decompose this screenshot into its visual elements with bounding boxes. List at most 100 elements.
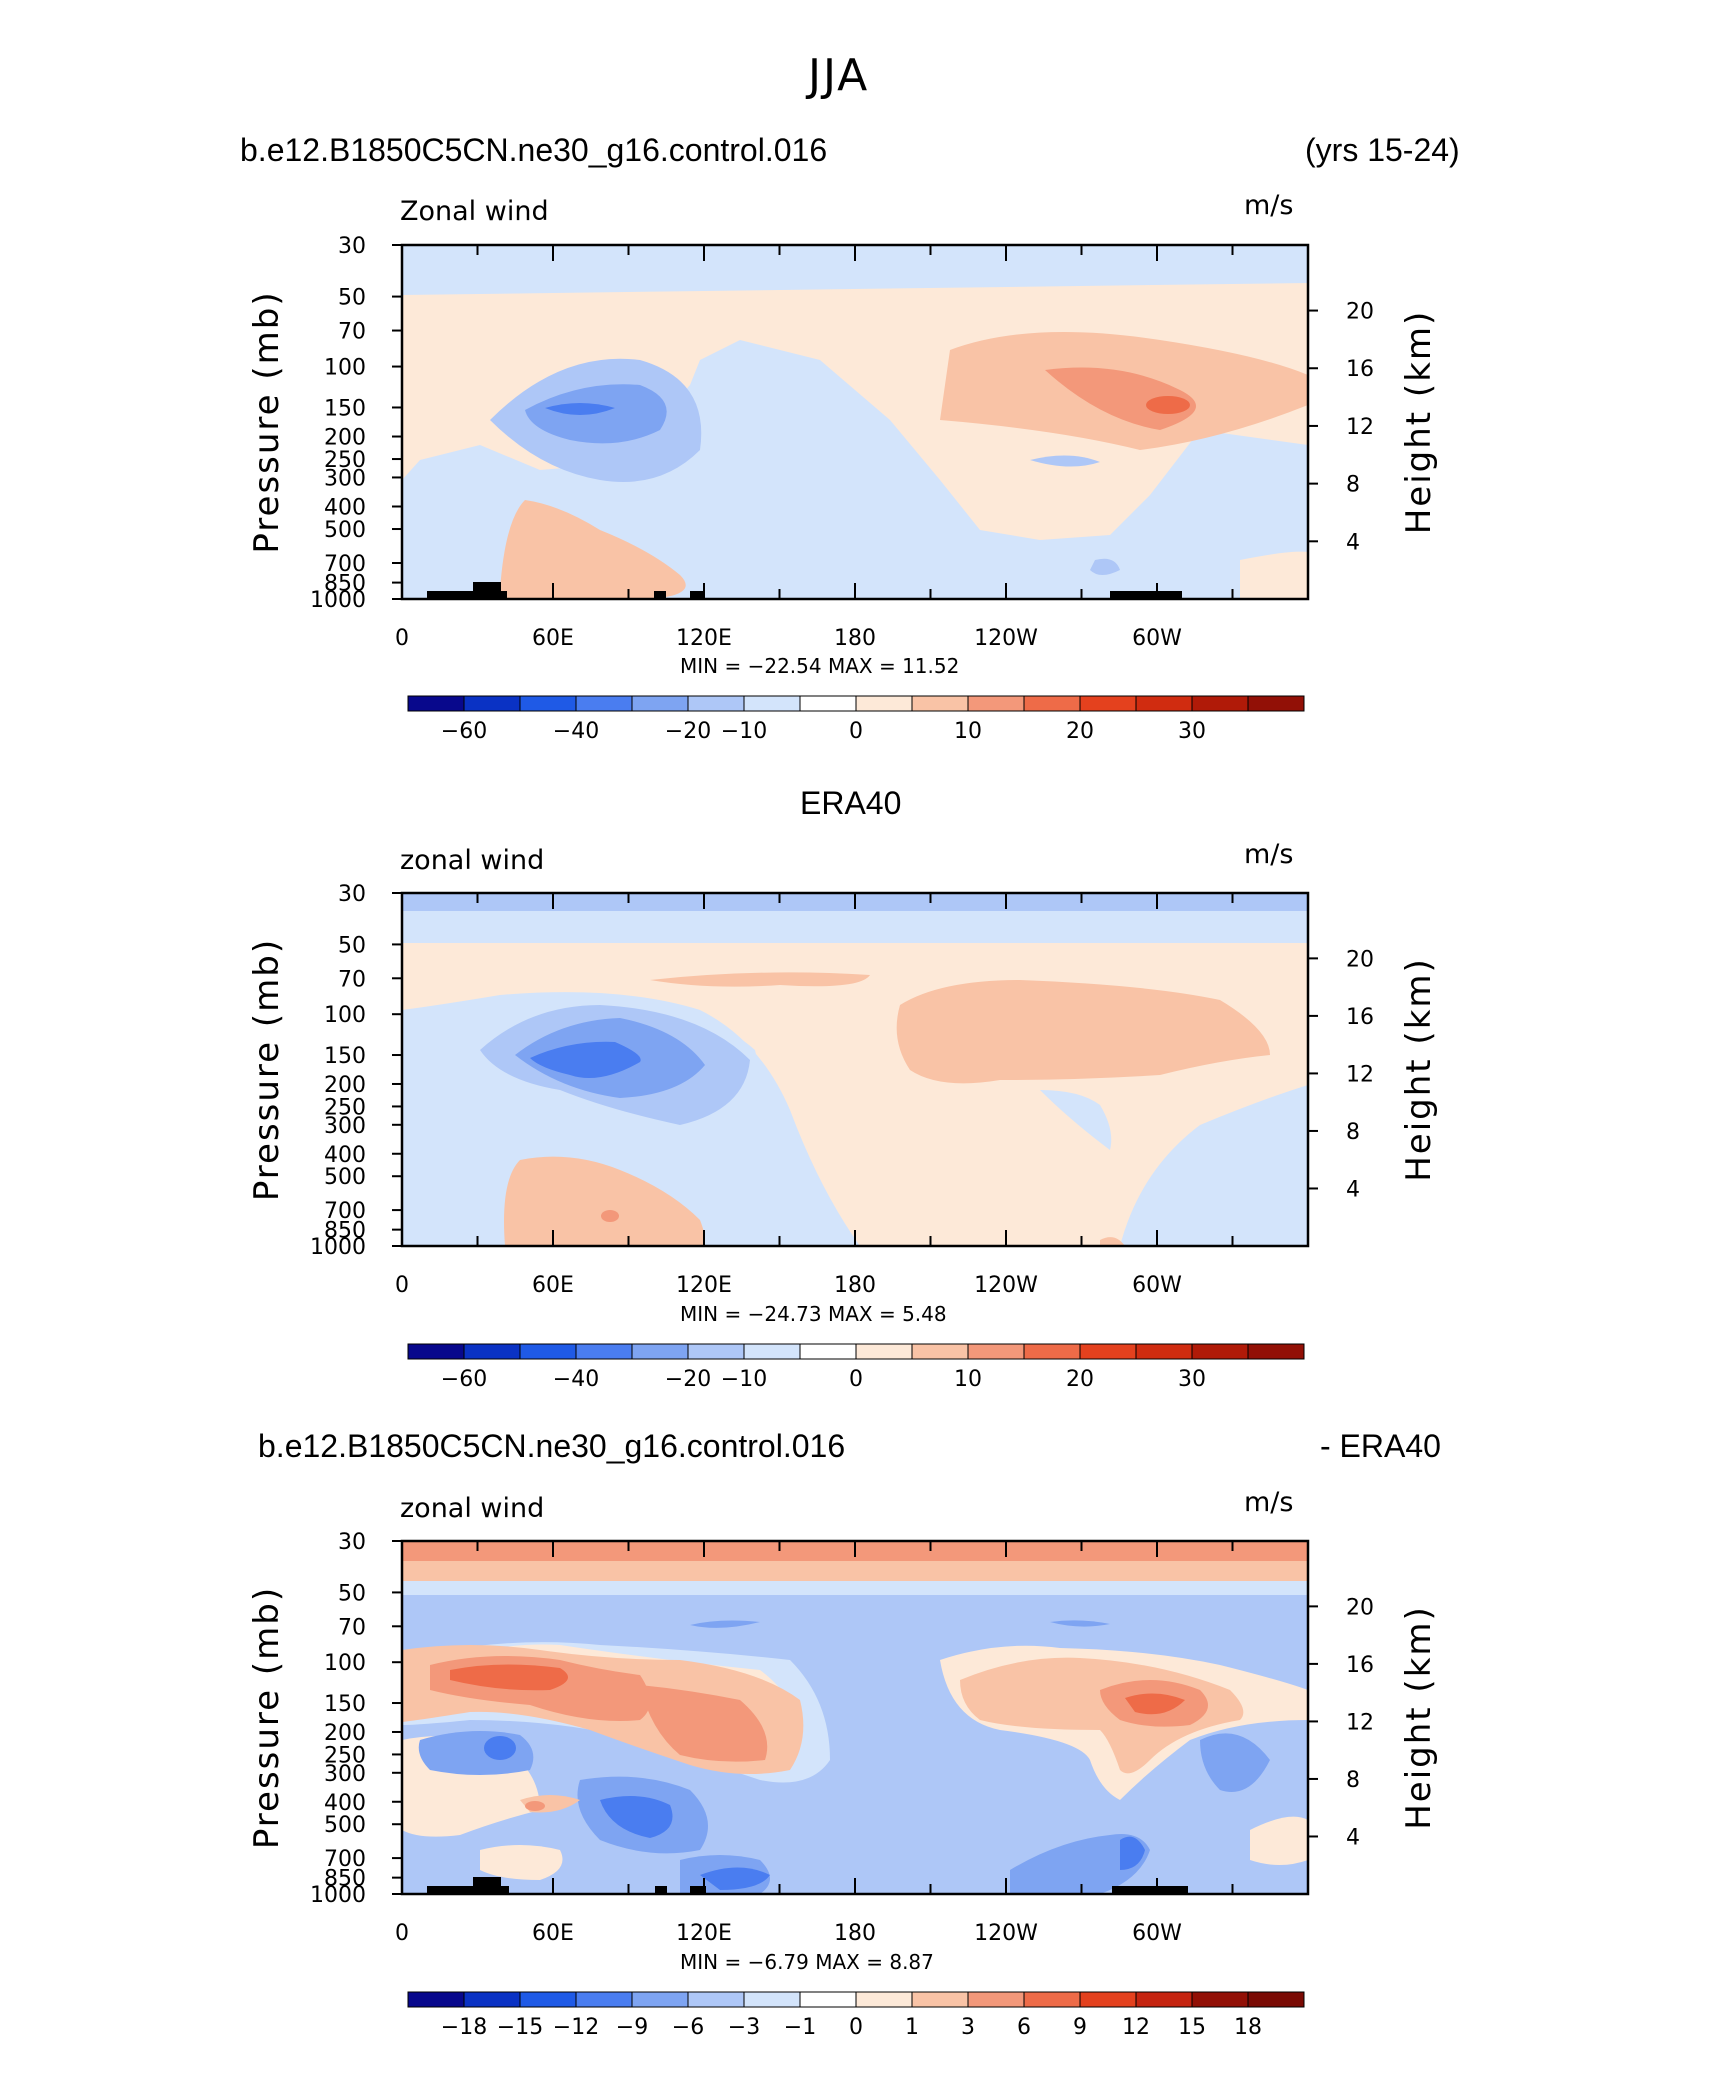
colorbar-label: 30 (1178, 719, 1206, 744)
lon-tick-label: 120W (974, 1921, 1038, 1946)
panel3-title-right: - ERA40 (1320, 1428, 1441, 1464)
colorbar-label: −60 (441, 1367, 487, 1392)
pressure-tick-label: 50 (338, 286, 366, 311)
panel1-land-mask (427, 582, 1182, 599)
colorbar-label: −40 (553, 719, 599, 744)
lon-tick-label: 60E (532, 626, 574, 651)
height-tick-label: 20 (1346, 947, 1374, 972)
pressure-tick-label: 100 (324, 1651, 366, 1676)
panel3-title-left: b.e12.B1850C5CN.ne30_g16.control.016 (258, 1428, 846, 1464)
colorbar-label: −12 (553, 2015, 599, 2040)
lon-tick-label: 60W (1132, 626, 1182, 651)
colorbar-label: −20 (665, 1367, 711, 1392)
y-axis-title-right: Height (km) (1399, 310, 1439, 535)
pressure-tick-label: 250 (324, 448, 366, 473)
pressure-tick-label: 30 (338, 882, 366, 907)
y-axis-title-right: Height (km) (1399, 1605, 1439, 1830)
height-tick-label: 4 (1346, 1825, 1360, 1850)
pressure-tick-label: 30 (338, 234, 366, 259)
colorbar-label: 1 (905, 2015, 919, 2040)
colorbar-cell (1247, 695, 1305, 712)
pressure-tick-label: 100 (324, 356, 366, 381)
pressure-tick-label: 250 (324, 1095, 366, 1120)
lon-tick-label: 60E (532, 1921, 574, 1946)
panel1-units-label: m/s (1244, 190, 1294, 221)
colorbar-label: 6 (1017, 2015, 1031, 2040)
colorbar-label: −10 (721, 1367, 767, 1392)
panel1-title-right: (yrs 15-24) (1305, 132, 1460, 168)
height-tick-label: 4 (1346, 530, 1360, 555)
colorbar-label: 20 (1066, 1367, 1094, 1392)
colorbar-label: −15 (497, 2015, 543, 2040)
colorbar-label: 15 (1178, 2015, 1206, 2040)
pressure-tick-label: 200 (324, 426, 366, 451)
pressure-tick-label: 300 (324, 466, 366, 491)
height-tick-label: 4 (1346, 1177, 1360, 1202)
colorbar-cell (1247, 1991, 1305, 2008)
pressure-tick-label: 70 (338, 1615, 366, 1640)
colorbar-label: 10 (954, 719, 982, 744)
pressure-tick-label: 200 (324, 1073, 366, 1098)
lon-tick-label: 180 (834, 626, 876, 651)
pressure-tick-label: 700 (324, 1847, 366, 1872)
colorbar-label: 12 (1122, 2015, 1150, 2040)
height-tick-label: 12 (1346, 1062, 1374, 1087)
panel3-minmax: MIN = −6.79 MAX = 8.87 (680, 1950, 934, 1974)
pressure-tick-label: 850 (324, 1867, 366, 1892)
colorbar-label: −10 (721, 719, 767, 744)
pressure-tick-label: 150 (324, 1692, 366, 1717)
pressure-tick-label: 150 (324, 1044, 366, 1069)
panel2-plot (400, 891, 1310, 1248)
colorbar-label: −3 (728, 2015, 760, 2040)
lon-tick-label: 180 (834, 1273, 876, 1298)
colorbar-label: 20 (1066, 719, 1094, 744)
colorbar-label: −60 (441, 719, 487, 744)
colorbar-label: −6 (672, 2015, 704, 2040)
lon-tick-label: 0 (395, 1921, 409, 1946)
pressure-tick-label: 400 (324, 1143, 366, 1168)
panel2-units-label: m/s (1244, 839, 1294, 870)
panel2-title: ERA40 (800, 785, 902, 821)
pressure-tick-label: 400 (324, 495, 366, 520)
height-tick-label: 8 (1346, 1768, 1360, 1793)
panel3-units-label: m/s (1244, 1487, 1294, 1518)
pressure-tick-label: 70 (338, 967, 366, 992)
pressure-tick-label: 850 (324, 1219, 366, 1244)
pressure-tick-label: 500 (324, 518, 366, 543)
pressure-tick-label: 100 (324, 1003, 366, 1028)
lon-tick-label: 120W (974, 626, 1038, 651)
colorbar-cell (1247, 1343, 1305, 1360)
colorbar-label: 0 (849, 1367, 863, 1392)
pressure-tick-label: 500 (324, 1813, 366, 1838)
pressure-tick-label: 500 (324, 1165, 366, 1190)
height-tick-label: 20 (1346, 300, 1374, 325)
colorbar-label: 0 (849, 2015, 863, 2040)
lon-tick-label: 180 (834, 1921, 876, 1946)
pressure-tick-label: 300 (324, 1114, 366, 1139)
height-tick-label: 16 (1346, 1653, 1374, 1678)
lon-tick-label: 60E (532, 1273, 574, 1298)
pressure-tick-label: 700 (324, 1199, 366, 1224)
pressure-tick-label: 50 (338, 1581, 366, 1606)
panel3-contour-field (402, 1541, 1308, 1894)
colorbar-label: 30 (1178, 1367, 1206, 1392)
height-tick-label: 20 (1346, 1595, 1374, 1620)
colorbar-label: 10 (954, 1367, 982, 1392)
panel1-title-left: b.e12.B1850C5CN.ne30_g16.control.016 (240, 132, 828, 168)
y-axis-title-left: Pressure (mb) (247, 290, 287, 553)
colorbar-label: 3 (961, 2015, 975, 2040)
panel1-contour-field (402, 245, 1308, 599)
panel3-variable-label: zonal wind (400, 1493, 545, 1524)
height-tick-label: 8 (1346, 473, 1360, 498)
pressure-tick-label: 50 (338, 933, 366, 958)
panel1-variable-label: Zonal wind (400, 196, 549, 227)
lon-tick-label: 120E (676, 626, 732, 651)
height-tick-label: 12 (1346, 1710, 1374, 1735)
panel2-colorbar: −60 −40 −20 −10 0 10 20 30 (407, 1343, 1305, 1392)
pressure-tick-label: 250 (324, 1743, 366, 1768)
pressure-tick-label: 30 (338, 1530, 366, 1555)
panel3-colorbar: −18 −15 −12 −9 −6 −3 −1 0 1 3 6 9 12 15 18 (407, 1991, 1305, 2040)
colorbar-label: 18 (1234, 2015, 1262, 2040)
colorbar-label: −40 (553, 1367, 599, 1392)
colorbar-label: −18 (441, 2015, 487, 2040)
